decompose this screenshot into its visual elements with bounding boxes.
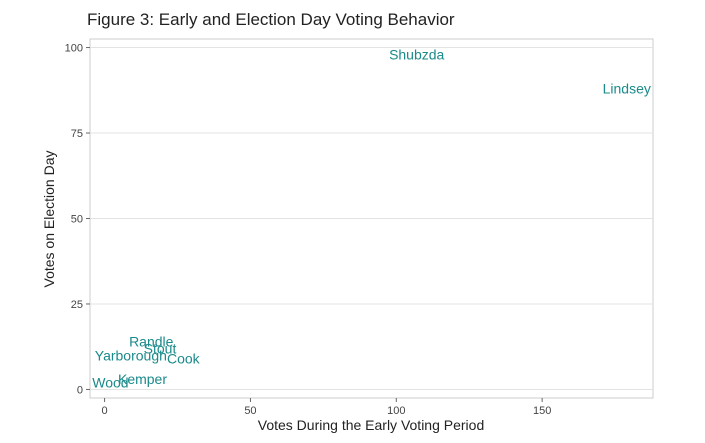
y-tick-label: 100 [65,43,83,55]
y-axis-label: Votes on Election Day [41,151,57,288]
x-tick-label: 100 [387,405,405,417]
grid-lines [90,47,653,390]
point-label-cook: Cook [167,351,201,367]
x-axis: 0 50 100 150 [102,398,551,417]
x-tick-label: 50 [244,405,256,417]
point-label-yarborough: Yarborough [95,347,167,363]
point-label-randle: Randle [129,334,174,350]
x-axis-label: Votes During the Early Voting Period [258,417,484,433]
point-label-shubzda: Shubzda [389,46,444,62]
point-label-lindsey: Lindsey [603,81,651,97]
y-tick-label: 75 [71,128,83,140]
y-tick-label: 50 [71,214,83,226]
point-label-kemper: Kemper [118,371,167,387]
x-tick-label: 0 [102,405,108,417]
x-tick-label: 150 [533,405,551,417]
point-label-stout: Stout [144,340,177,356]
y-tick-label: 25 [71,299,83,311]
chart-title: Figure 3: Early and Election Day Voting … [87,10,455,29]
y-axis: 0 25 50 75 100 [65,43,90,396]
y-tick-label: 0 [77,384,83,396]
point-label-wood: Wood [92,375,128,391]
